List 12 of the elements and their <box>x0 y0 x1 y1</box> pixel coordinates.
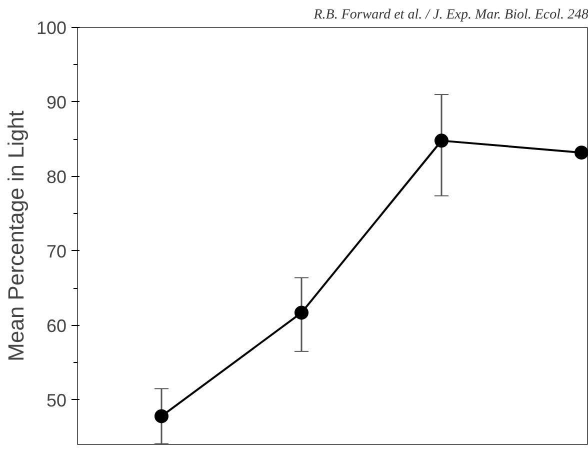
y-tick-label: 50 <box>46 390 67 410</box>
y-axis-title: Mean Percentage in Light <box>3 110 28 362</box>
y-tick-label: 70 <box>46 241 67 262</box>
y-tick-label: 90 <box>46 92 67 112</box>
y-tick-label: 60 <box>46 316 67 336</box>
point <box>154 409 168 424</box>
y-tick-label: 80 <box>46 166 67 187</box>
y-tick-label: 100 <box>36 18 67 38</box>
point <box>434 134 448 148</box>
chart-title: R.B. Forward et al. / J. Exp. Mar. Biol. Ecol. 248 <box>312 8 588 22</box>
point <box>574 146 588 160</box>
point <box>294 306 308 320</box>
